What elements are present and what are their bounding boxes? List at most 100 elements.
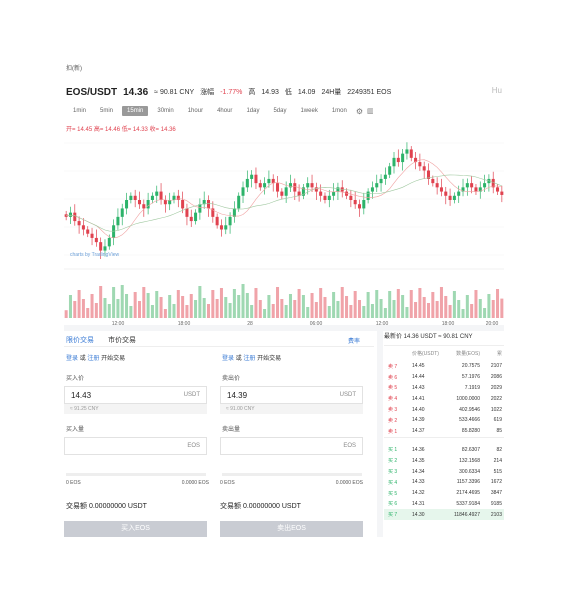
buy-button[interactable]: 买入EOS: [64, 521, 207, 537]
interval-bar: 1min 5min 15min 30min 1hour 4hour 1day 5…: [64, 105, 504, 117]
bid-row[interactable]: 买 2 14.35 132.1568 214: [384, 455, 504, 466]
ask-row[interactable]: 卖 4 14.41 1000.0000 2022: [384, 393, 504, 404]
ask-row[interactable]: 卖 1 14.37 85.8280 85: [384, 426, 504, 437]
buy-or-text: 或: [79, 356, 86, 362]
volume-bar: [353, 291, 357, 318]
tab-market[interactable]: 市价交易: [108, 336, 136, 344]
volume-bar: [142, 287, 146, 318]
candle-body: [301, 187, 305, 196]
ask-row[interactable]: 卖 2 14.39 533.4666 619: [384, 415, 504, 426]
candle-body: [103, 246, 107, 251]
interval-1min[interactable]: 1min: [73, 108, 87, 114]
interval-1week[interactable]: 1week: [300, 108, 318, 114]
indicator-icon[interactable]: ▥: [367, 108, 374, 115]
buy-register-link[interactable]: 注册: [87, 356, 100, 362]
volume-bar: [232, 289, 236, 318]
bid-total: 3847: [490, 490, 502, 497]
sell-login-line: 登录 或 注册 开始交易: [220, 353, 365, 363]
interval-1mon[interactable]: 1mon: [331, 108, 347, 114]
candle-body: [452, 195, 456, 200]
volume-bar: [332, 292, 336, 318]
volume-bar: [237, 295, 241, 318]
buy-total: 交易额 0.00000000 USDT: [66, 503, 147, 510]
candle-body: [323, 195, 327, 200]
candle-body: [375, 183, 379, 188]
bid-row[interactable]: 买 5 14.32 2174.4695 3847: [384, 488, 504, 499]
bid-row[interactable]: 买 4 14.33 1157.3396 1672: [384, 477, 504, 488]
buy-price-value: 14.43: [71, 390, 92, 400]
ask-row[interactable]: 卖 5 14.43 7.1919 2029: [384, 383, 504, 394]
sell-login-link[interactable]: 登录: [222, 356, 235, 362]
volume-bar: [176, 290, 180, 318]
candlestick-chart[interactable]: 12:00 18:00 28 06:00 12:00 18:00 20:00: [64, 133, 504, 393]
sell-price-input[interactable]: 14.39 USDT: [220, 386, 363, 404]
volume-bar: [271, 304, 275, 318]
volume-bar: [375, 290, 379, 318]
candle-body: [155, 191, 159, 196]
buy-form: 登录 或 注册 开始交易 买入价 14.43 USDT ≈ 91.25 CNY …: [64, 353, 209, 455]
sell-price-cny: ≈ 91.00 CNY: [220, 404, 363, 414]
sell-amount-input[interactable]: EOS: [220, 437, 363, 455]
tab-limit[interactable]: 限价交易: [66, 336, 94, 344]
ask-label: 卖 5: [388, 385, 398, 392]
ask-price: 14.43: [412, 384, 425, 391]
interval-4hour[interactable]: 4hour: [217, 108, 233, 114]
volume-bar: [401, 295, 405, 318]
interval-1day[interactable]: 1day: [246, 108, 260, 114]
bid-list: 买 1 14.36 82.6307 82 买 2 14.35 132.1568 214 买 3 1…: [384, 445, 504, 521]
last-price: 14.36: [123, 86, 149, 98]
candle-body: [73, 212, 77, 222]
interval-15min[interactable]: 15min: [122, 106, 149, 116]
ask-row[interactable]: 卖 7 14.45 20.7575 2107: [384, 361, 504, 372]
fee-link[interactable]: 费率: [348, 339, 361, 345]
bid-row[interactable]: 买 3 14.34 300.6334 515: [384, 466, 504, 477]
bid-row[interactable]: 买 6 14.31 5337.9184 9185: [384, 499, 504, 510]
interval-5min[interactable]: 5min: [100, 108, 114, 114]
candle-body: [176, 195, 180, 200]
volume-bar: [461, 309, 465, 318]
time-axis-label: 28: [247, 321, 253, 327]
candle-body: [336, 187, 340, 192]
sell-register-link[interactable]: 注册: [243, 356, 256, 362]
buy-amount-slider[interactable]: [66, 473, 206, 476]
candle-body: [414, 157, 418, 163]
candle-body: [276, 183, 280, 192]
top-cut-text: 扣(新): [66, 66, 82, 72]
candle-body: [99, 242, 103, 251]
candle-body: [474, 187, 478, 192]
candle-body: [422, 166, 426, 171]
interval-30min[interactable]: 30min: [157, 108, 174, 114]
volume-bar: [224, 297, 228, 318]
buy-amount-label: 买入量: [66, 427, 85, 433]
sell-button[interactable]: 卖出EOS: [220, 521, 363, 537]
buy-price-unit: USDT: [183, 392, 200, 398]
bid-label: 买 2: [388, 458, 398, 465]
volume-value: 2249351 EOS: [347, 88, 392, 96]
volume-bar: [189, 294, 193, 318]
candle-body: [241, 187, 245, 196]
bid-label: 买 7: [388, 512, 398, 519]
volume-bar: [159, 297, 163, 318]
bid-row[interactable]: 买 1 14.36 82.6307 82: [384, 445, 504, 456]
buy-login-link[interactable]: 登录: [66, 356, 79, 362]
ask-row[interactable]: 卖 6 14.44 57.1976 2086: [384, 372, 504, 383]
volume-bar: [293, 300, 297, 318]
bid-label: 买 3: [388, 469, 398, 476]
bid-row[interactable]: 买 7 14.30 11846.4927 2103: [384, 509, 504, 521]
ask-row[interactable]: 卖 3 14.40 402.9546 1022: [384, 404, 504, 415]
volume-bar: [133, 292, 137, 318]
buy-range-min: 0 EOS: [66, 480, 81, 486]
interval-1hour[interactable]: 1hour: [187, 108, 204, 114]
bid-total: 1672: [490, 479, 502, 486]
candle-body: [327, 195, 331, 200]
gear-icon[interactable]: ⚙: [355, 106, 363, 116]
book-header: 价格(USDT) 数量(EOS) 累: [384, 345, 504, 361]
sell-range-min: 0 EOS: [220, 480, 235, 486]
buy-amount-input[interactable]: EOS: [64, 437, 207, 455]
volume-bar: [202, 298, 206, 318]
candle-body: [288, 183, 292, 188]
sell-amount-slider[interactable]: [222, 473, 362, 476]
buy-price-input[interactable]: 14.43 USDT: [64, 386, 207, 404]
bid-total: 515: [493, 468, 502, 475]
interval-5day[interactable]: 5day: [273, 108, 287, 114]
